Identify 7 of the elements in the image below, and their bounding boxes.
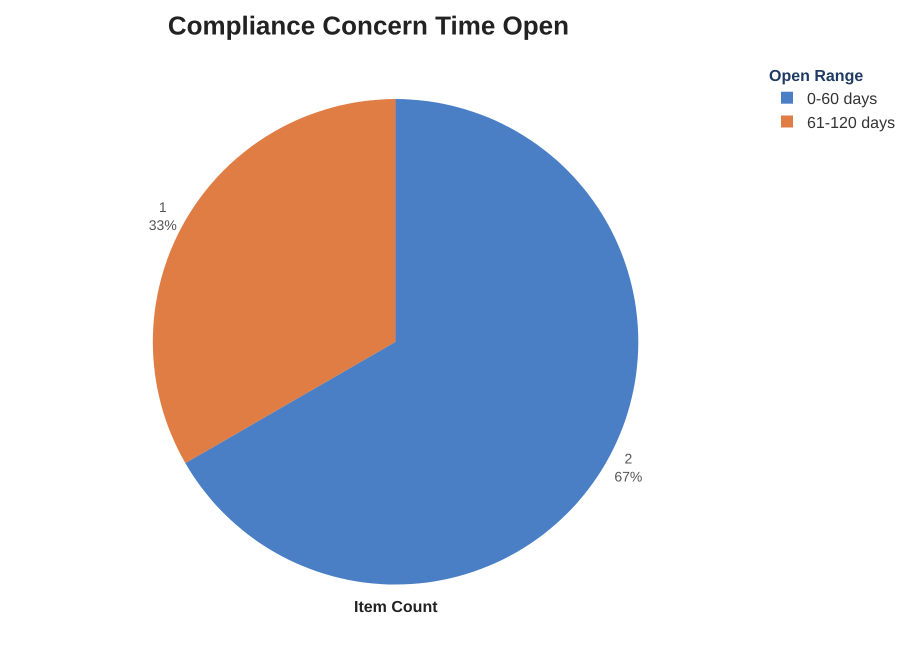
- legend-label: 61-120 days: [807, 114, 896, 132]
- legend-label: 0-60 days: [807, 90, 878, 108]
- data-label: 1 33%: [148, 199, 177, 234]
- chart-title: Compliance Concern Time Open: [168, 10, 569, 41]
- text: Item Count: [354, 599, 438, 616]
- data-label: 2 67%: [614, 450, 642, 485]
- legend-title: Open Range: [769, 68, 864, 85]
